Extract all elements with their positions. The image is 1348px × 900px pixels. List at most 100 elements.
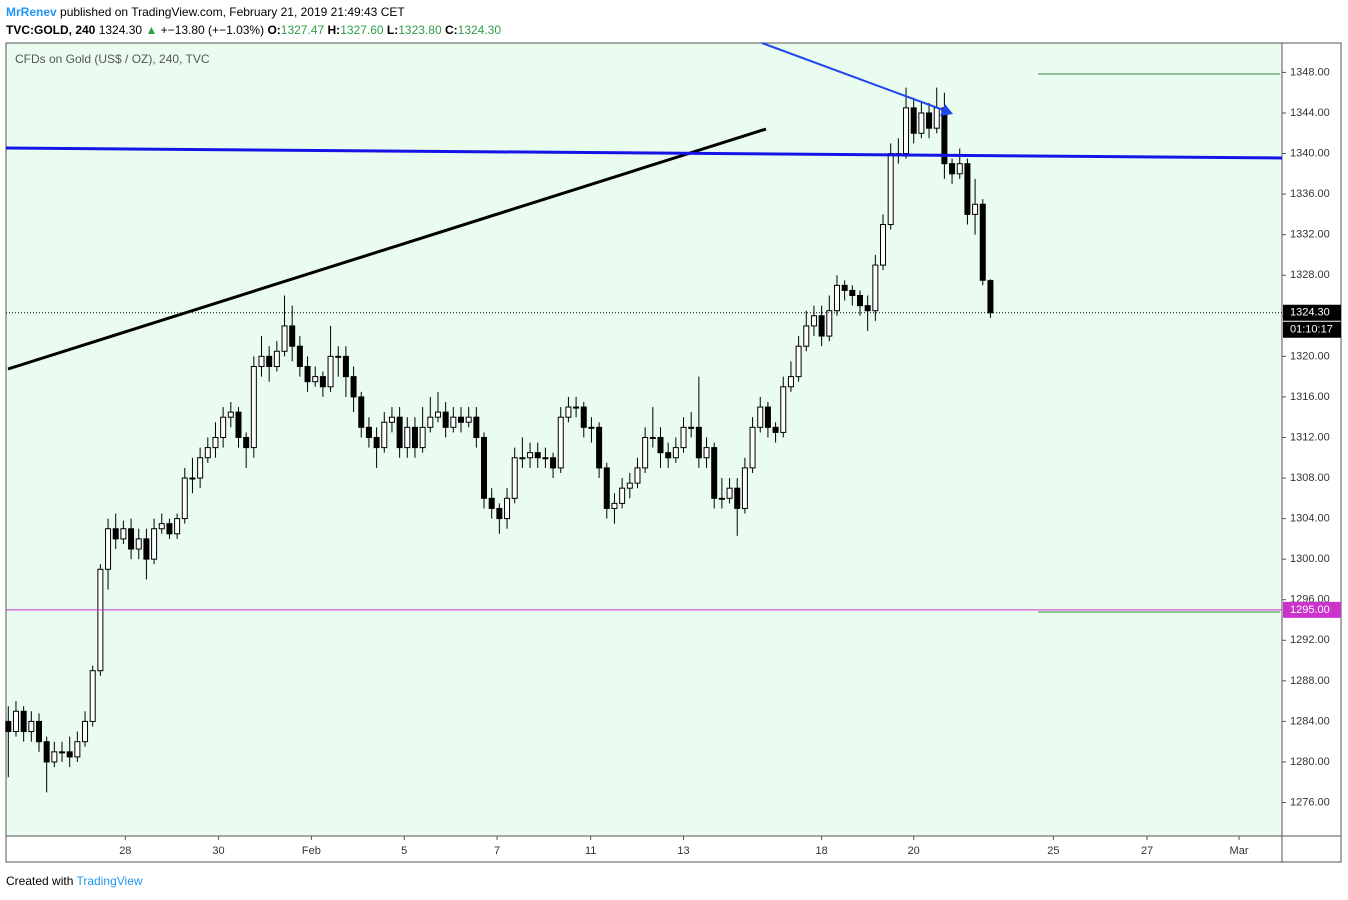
h-value: 1327.60: [340, 23, 384, 37]
candle-body: [235, 411, 242, 438]
published: published on TradingView.com, February 2…: [60, 5, 405, 19]
price-label: 1324.30: [1290, 307, 1330, 319]
y-tick-label: 1320.00: [1290, 350, 1330, 362]
candle-body: [933, 107, 940, 129]
candle-body: [596, 426, 603, 469]
candle-body: [365, 426, 372, 438]
candle-body: [465, 416, 472, 423]
l-label: L:: [386, 23, 399, 37]
candle-body: [810, 315, 817, 327]
candle-body: [82, 720, 89, 743]
candle-body: [726, 487, 733, 499]
candle-body: [112, 528, 119, 540]
candle-body: [626, 482, 633, 489]
candle-body: [665, 452, 672, 459]
candle-body: [718, 497, 725, 500]
candle-body: [35, 720, 42, 743]
footer-text: Created with: [6, 874, 74, 888]
candle-body: [956, 163, 963, 175]
candle-body: [273, 350, 280, 367]
x-tick-label: 27: [1141, 845, 1153, 857]
candle-body: [527, 452, 534, 459]
candles: [5, 87, 994, 793]
candle-body: [741, 467, 748, 509]
candle-body: [473, 416, 480, 438]
candle-body: [197, 457, 204, 479]
candle-body: [818, 315, 825, 337]
candle-body: [143, 538, 150, 560]
x-tick-label: Feb: [302, 845, 321, 857]
footer-brand[interactable]: TradingView: [76, 874, 143, 888]
arrow-line[interactable]: [761, 42, 947, 112]
candle-body: [151, 528, 158, 560]
x-tick-label: 30: [212, 845, 224, 857]
candle-body: [266, 355, 273, 367]
candle-body: [979, 203, 986, 281]
y-tick-label: 1280.00: [1290, 756, 1330, 768]
candle-body: [841, 284, 848, 291]
y-tick-label: 1316.00: [1290, 391, 1330, 403]
c-value: 1324.30: [457, 23, 502, 37]
x-tick-label: 18: [816, 845, 828, 857]
candle-body: [296, 345, 303, 367]
candle-body: [396, 416, 403, 449]
o-value: 1327.47: [280, 23, 325, 37]
candle-body: [43, 741, 50, 763]
candle-body: [250, 365, 257, 449]
candle-body: [703, 447, 710, 459]
last: 1324.30: [98, 23, 143, 37]
candle-body: [711, 447, 718, 499]
candle-body: [542, 457, 549, 460]
candle-body: [872, 264, 879, 312]
candle-body: [488, 497, 495, 509]
y-tick-label: 1328.00: [1290, 269, 1330, 281]
candle-body: [603, 467, 610, 509]
y-tick-label: 1292.00: [1290, 634, 1330, 646]
y-tick-label: 1344.00: [1290, 107, 1330, 119]
candle-body: [59, 751, 66, 754]
candle-body: [5, 720, 12, 733]
candle-body: [243, 436, 250, 449]
candle-body: [20, 710, 27, 733]
candle-body: [358, 396, 365, 428]
candle-body: [404, 426, 411, 449]
x-tick-label: 25: [1047, 845, 1059, 857]
chart-title: CFDs on Gold (US$ / OZ), 240, TVC: [15, 52, 210, 66]
candle-body: [887, 153, 894, 226]
candle-body: [319, 376, 326, 388]
candle-body: [135, 538, 142, 550]
candle-body: [327, 355, 334, 388]
candle-body: [427, 416, 434, 428]
y-tick-label: 1284.00: [1290, 715, 1330, 727]
chart: CFDs on Gold (US$ / OZ), 240, TVC 1276.0…: [5, 42, 1342, 863]
candle-body: [174, 518, 181, 535]
candle-body: [642, 436, 649, 469]
candle-body: [519, 457, 526, 460]
candle-body: [588, 426, 595, 429]
author[interactable]: MrRenev: [6, 5, 57, 19]
candle-body: [926, 112, 933, 129]
candle-body: [949, 163, 956, 175]
candle-body: [74, 741, 81, 758]
candle-body: [289, 325, 296, 347]
candle-body: [51, 751, 58, 763]
l-value: 1323.80: [398, 23, 442, 37]
x-tick-label: 13: [677, 845, 689, 857]
candle-body: [757, 406, 764, 428]
candle-body: [312, 376, 319, 383]
horizontal-ray[interactable]: [5, 146, 1283, 160]
candle-body: [166, 523, 173, 535]
c-label: C:: [444, 23, 458, 37]
candle-body: [204, 447, 211, 459]
candle-body: [734, 487, 741, 509]
candle-body: [672, 447, 679, 459]
candle-body: [565, 406, 572, 418]
candle-body: [573, 406, 580, 409]
candle-body: [227, 411, 234, 418]
symbol: TVC:GOLD, 240: [6, 23, 96, 37]
candle-body: [856, 295, 863, 307]
candle-body: [458, 416, 465, 423]
trend-line[interactable]: [7, 127, 767, 371]
candle-body: [189, 477, 196, 480]
x-tick-label: 28: [119, 845, 131, 857]
